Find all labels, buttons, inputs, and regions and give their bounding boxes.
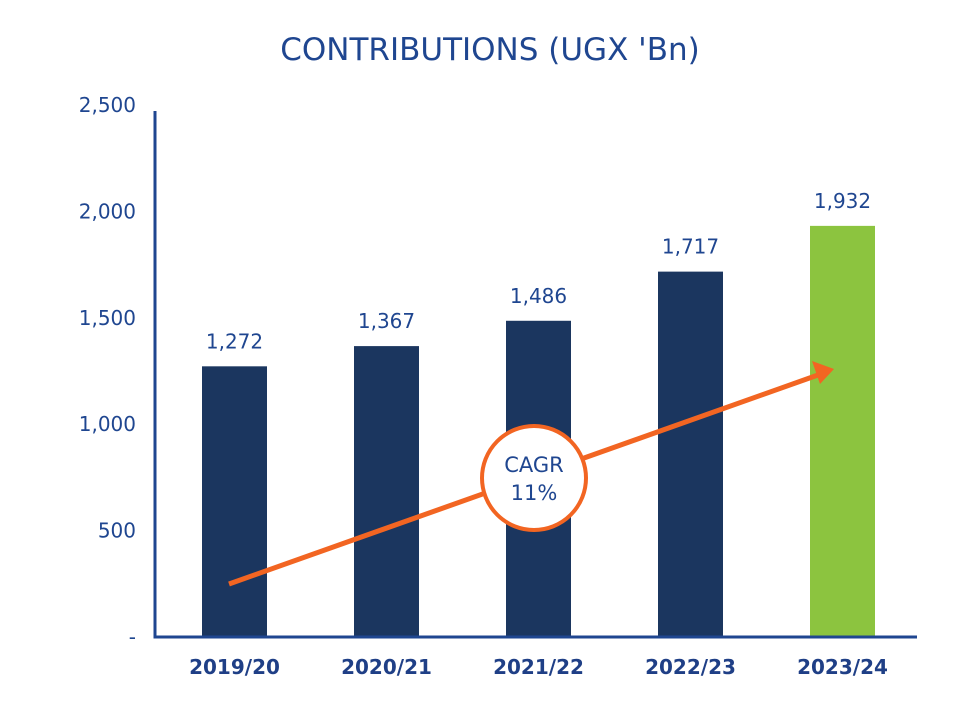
trend-arrow-head [812,361,834,384]
bar-2020-21 [354,346,419,637]
x-axis-ticks: 2019/20 2020/21 2021/22 2022/23 2023/24 [189,655,888,679]
y-tick-label: 1,500 [79,306,136,330]
data-label: 1,717 [662,235,719,259]
bar-2022-23 [658,271,723,637]
bar-2019-20 [202,366,267,637]
y-tick-label: 2,000 [79,199,136,223]
data-label: 1,367 [358,309,415,333]
data-label: 1,272 [206,329,263,353]
bars [202,225,875,637]
chart-title: CONTRIBUTIONS (UGX 'Bn) [280,32,699,68]
y-tick-label: 2,500 [79,93,136,117]
data-label: 1,486 [510,284,567,308]
y-tick-label: 500 [98,519,136,543]
bar-2023-24 [810,225,875,637]
cagr-value: 11% [511,481,558,505]
x-tick-label: 2019/20 [189,655,280,679]
y-axis-ticks: - 500 1,000 1,500 2,000 2,500 [79,93,136,649]
cagr-annotation: CAGR 11% [228,361,834,587]
x-tick-label: 2020/21 [341,655,432,679]
data-labels: 1,272 1,367 1,486 1,717 1,932 [206,189,871,353]
x-tick-label: 2021/22 [493,655,584,679]
x-tick-label: 2022/23 [645,655,736,679]
y-tick-label: - [129,625,136,649]
cagr-label: CAGR [504,453,564,477]
x-tick-label: 2023/24 [797,655,888,679]
cagr-circle [480,424,588,532]
y-tick-label: 1,000 [79,412,136,436]
data-label: 1,932 [814,189,871,213]
